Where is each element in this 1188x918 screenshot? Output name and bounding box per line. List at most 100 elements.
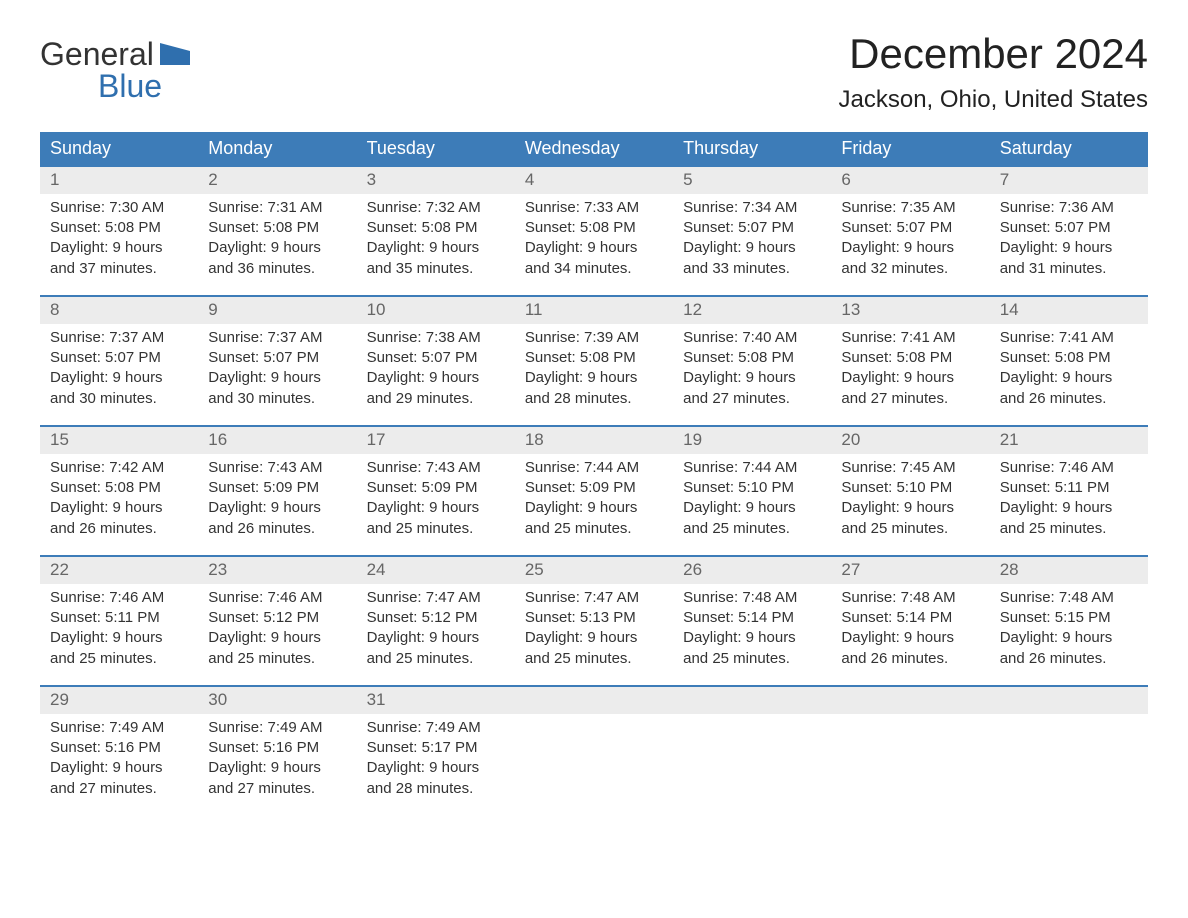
daylight-text: Daylight: 9 hours [841, 498, 979, 518]
sunrise-text: Sunrise: 7:38 AM [367, 328, 505, 348]
calendar-day: 29Sunrise: 7:49 AMSunset: 5:16 PMDayligh… [40, 687, 198, 805]
day-number: 9 [198, 297, 356, 324]
sunrise-text: Sunrise: 7:49 AM [367, 718, 505, 738]
sunset-text: Sunset: 5:08 PM [525, 348, 663, 368]
daylight-text: Daylight: 9 hours [208, 758, 346, 778]
daylight-text: and 31 minutes. [1000, 259, 1138, 279]
daylight-text: Daylight: 9 hours [208, 238, 346, 258]
sunrise-text: Sunrise: 7:40 AM [683, 328, 821, 348]
sunrise-text: Sunrise: 7:30 AM [50, 198, 188, 218]
day-body: Sunrise: 7:43 AMSunset: 5:09 PMDaylight:… [198, 454, 356, 541]
daylight-text: and 35 minutes. [367, 259, 505, 279]
calendar-day: 16Sunrise: 7:43 AMSunset: 5:09 PMDayligh… [198, 427, 356, 545]
daylight-text: Daylight: 9 hours [367, 368, 505, 388]
daylight-text: and 32 minutes. [841, 259, 979, 279]
daylight-text: Daylight: 9 hours [1000, 368, 1138, 388]
day-body: Sunrise: 7:38 AMSunset: 5:07 PMDaylight:… [357, 324, 515, 411]
day-number: 5 [673, 167, 831, 194]
daylight-text: Daylight: 9 hours [208, 628, 346, 648]
daylight-text: and 29 minutes. [367, 389, 505, 409]
day-number: 10 [357, 297, 515, 324]
daylight-text: Daylight: 9 hours [50, 758, 188, 778]
calendar-day: 8Sunrise: 7:37 AMSunset: 5:07 PMDaylight… [40, 297, 198, 415]
calendar-day: 19Sunrise: 7:44 AMSunset: 5:10 PMDayligh… [673, 427, 831, 545]
calendar-week: 15Sunrise: 7:42 AMSunset: 5:08 PMDayligh… [40, 425, 1148, 545]
sunset-text: Sunset: 5:10 PM [841, 478, 979, 498]
day-body: Sunrise: 7:49 AMSunset: 5:16 PMDaylight:… [40, 714, 198, 801]
sunset-text: Sunset: 5:15 PM [1000, 608, 1138, 628]
day-body: Sunrise: 7:43 AMSunset: 5:09 PMDaylight:… [357, 454, 515, 541]
day-body: Sunrise: 7:49 AMSunset: 5:16 PMDaylight:… [198, 714, 356, 801]
day-body: Sunrise: 7:36 AMSunset: 5:07 PMDaylight:… [990, 194, 1148, 281]
daylight-text: and 25 minutes. [525, 519, 663, 539]
day-number: 19 [673, 427, 831, 454]
day-number: 2 [198, 167, 356, 194]
calendar-day: 22Sunrise: 7:46 AMSunset: 5:11 PMDayligh… [40, 557, 198, 675]
day-number: 1 [40, 167, 198, 194]
daylight-text: Daylight: 9 hours [683, 628, 821, 648]
daylight-text: Daylight: 9 hours [367, 628, 505, 648]
sunrise-text: Sunrise: 7:48 AM [841, 588, 979, 608]
weekday-header-row: Sunday Monday Tuesday Wednesday Thursday… [40, 132, 1148, 165]
day-number: 17 [357, 427, 515, 454]
day-body: Sunrise: 7:44 AMSunset: 5:10 PMDaylight:… [673, 454, 831, 541]
page-header: General Blue December 2024 Jackson, Ohio… [40, 30, 1148, 114]
day-body: Sunrise: 7:31 AMSunset: 5:08 PMDaylight:… [198, 194, 356, 281]
calendar-day: 27Sunrise: 7:48 AMSunset: 5:14 PMDayligh… [831, 557, 989, 675]
sunset-text: Sunset: 5:08 PM [208, 218, 346, 238]
sunset-text: Sunset: 5:07 PM [1000, 218, 1138, 238]
day-body: Sunrise: 7:45 AMSunset: 5:10 PMDaylight:… [831, 454, 989, 541]
daylight-text: and 25 minutes. [1000, 519, 1138, 539]
day-number: 23 [198, 557, 356, 584]
weeks-container: 1Sunrise: 7:30 AMSunset: 5:08 PMDaylight… [40, 165, 1148, 805]
daylight-text: Daylight: 9 hours [50, 368, 188, 388]
sunset-text: Sunset: 5:14 PM [683, 608, 821, 628]
daylight-text: Daylight: 9 hours [1000, 498, 1138, 518]
weekday-header: Friday [831, 132, 989, 165]
daylight-text: and 26 minutes. [1000, 649, 1138, 669]
sunrise-text: Sunrise: 7:35 AM [841, 198, 979, 218]
daylight-text: and 26 minutes. [50, 519, 188, 539]
calendar-day [515, 687, 673, 805]
day-body: Sunrise: 7:42 AMSunset: 5:08 PMDaylight:… [40, 454, 198, 541]
day-number: 13 [831, 297, 989, 324]
daylight-text: Daylight: 9 hours [50, 498, 188, 518]
brand-line1: General [40, 38, 154, 70]
day-number: 30 [198, 687, 356, 714]
sunrise-text: Sunrise: 7:47 AM [525, 588, 663, 608]
sunset-text: Sunset: 5:07 PM [50, 348, 188, 368]
sunset-text: Sunset: 5:16 PM [208, 738, 346, 758]
day-body: Sunrise: 7:32 AMSunset: 5:08 PMDaylight:… [357, 194, 515, 281]
sunrise-text: Sunrise: 7:42 AM [50, 458, 188, 478]
daylight-text: Daylight: 9 hours [683, 368, 821, 388]
day-number: 22 [40, 557, 198, 584]
day-number: 12 [673, 297, 831, 324]
day-number: 24 [357, 557, 515, 584]
sunrise-text: Sunrise: 7:49 AM [208, 718, 346, 738]
sunset-text: Sunset: 5:11 PM [50, 608, 188, 628]
weekday-header: Wednesday [515, 132, 673, 165]
daylight-text: Daylight: 9 hours [367, 758, 505, 778]
daylight-text: and 27 minutes. [841, 389, 979, 409]
sunrise-text: Sunrise: 7:46 AM [1000, 458, 1138, 478]
day-body: Sunrise: 7:48 AMSunset: 5:14 PMDaylight:… [831, 584, 989, 671]
sunrise-text: Sunrise: 7:36 AM [1000, 198, 1138, 218]
daylight-text: and 37 minutes. [50, 259, 188, 279]
day-body: Sunrise: 7:47 AMSunset: 5:12 PMDaylight:… [357, 584, 515, 671]
daylight-text: and 26 minutes. [1000, 389, 1138, 409]
sunset-text: Sunset: 5:12 PM [367, 608, 505, 628]
calendar-day: 14Sunrise: 7:41 AMSunset: 5:08 PMDayligh… [990, 297, 1148, 415]
calendar-day: 26Sunrise: 7:48 AMSunset: 5:14 PMDayligh… [673, 557, 831, 675]
daylight-text: Daylight: 9 hours [683, 238, 821, 258]
sunset-text: Sunset: 5:08 PM [1000, 348, 1138, 368]
day-number: 11 [515, 297, 673, 324]
day-number: 18 [515, 427, 673, 454]
weekday-header: Saturday [990, 132, 1148, 165]
calendar-day: 17Sunrise: 7:43 AMSunset: 5:09 PMDayligh… [357, 427, 515, 545]
title-block: December 2024 Jackson, Ohio, United Stat… [839, 30, 1149, 114]
daylight-text: and 27 minutes. [683, 389, 821, 409]
daylight-text: Daylight: 9 hours [841, 368, 979, 388]
day-number: 7 [990, 167, 1148, 194]
day-body: Sunrise: 7:46 AMSunset: 5:12 PMDaylight:… [198, 584, 356, 671]
day-number: 29 [40, 687, 198, 714]
